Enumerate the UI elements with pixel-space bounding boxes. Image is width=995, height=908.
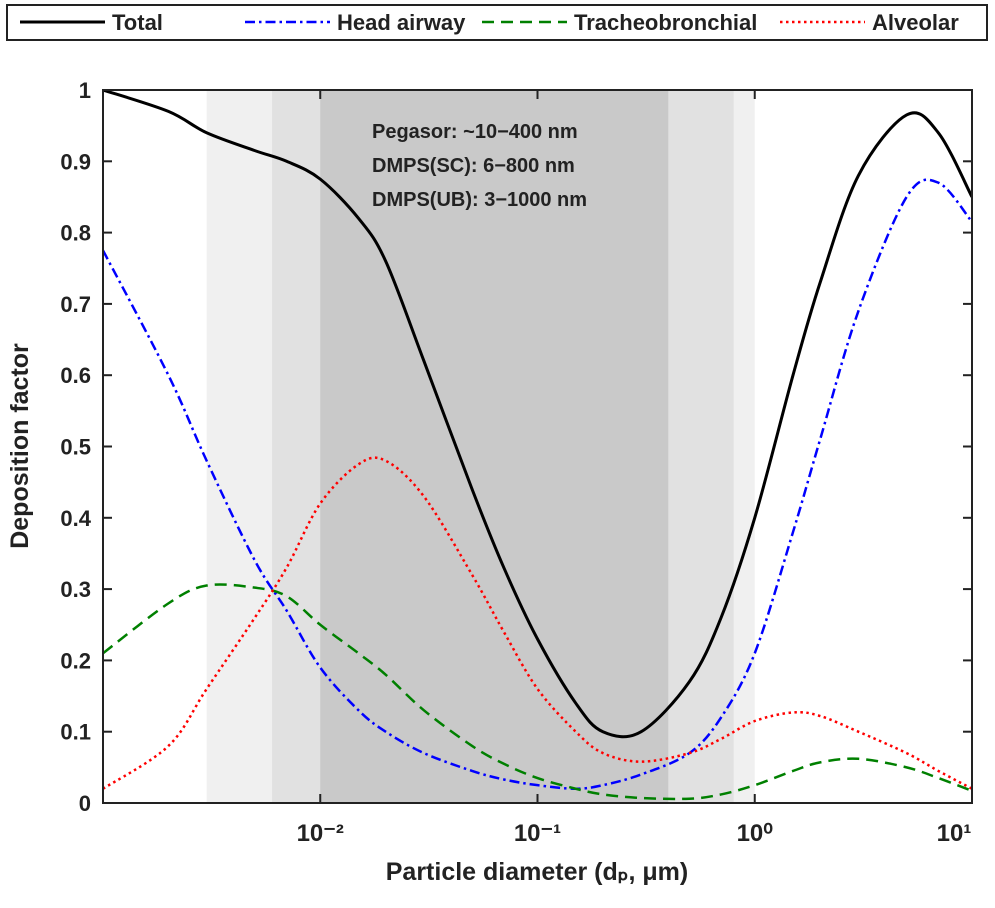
y-tick-label: 1 [79, 78, 91, 103]
y-tick-label: 0.1 [60, 720, 91, 745]
y-tick-label: 0.7 [60, 292, 91, 317]
data-line [103, 583, 972, 801]
y-tick-label: 0.8 [60, 221, 91, 246]
legend-label: Total [112, 10, 163, 35]
shaded-range [320, 90, 669, 803]
legend-label: Alveolar [872, 10, 959, 35]
data-line [103, 456, 972, 790]
annotation: Pegasor: ~10−400 nm [372, 121, 578, 143]
x-tick-label: 10⁰ [737, 820, 774, 847]
data-line [103, 90, 972, 739]
x-tick-label: 10⁻² [297, 820, 344, 847]
legend-label: Head airway [337, 10, 466, 35]
y-tick-label: 0.6 [60, 363, 91, 388]
data-line [103, 178, 972, 790]
x-tick-label: 10⁻¹ [514, 820, 561, 847]
y-tick-label: 0.9 [60, 149, 91, 174]
annotation: DMPS(SC): 6−800 nm [372, 155, 575, 177]
x-tick-label: 10¹ [937, 820, 972, 847]
y-tick-label: 0 [79, 791, 91, 816]
y-tick-label: 0.5 [60, 435, 91, 460]
annotation: DMPS(UB): 3−1000 nm [372, 189, 587, 211]
x-axis-label: Particle diameter (dₚ, μm) [386, 858, 688, 886]
legend-label: Tracheobronchial [574, 10, 757, 35]
y-tick-label: 0.2 [60, 648, 91, 673]
y-tick-label: 0.3 [60, 577, 91, 602]
y-tick-label: 0.4 [60, 506, 91, 531]
y-axis-label: Deposition factor [6, 343, 34, 549]
